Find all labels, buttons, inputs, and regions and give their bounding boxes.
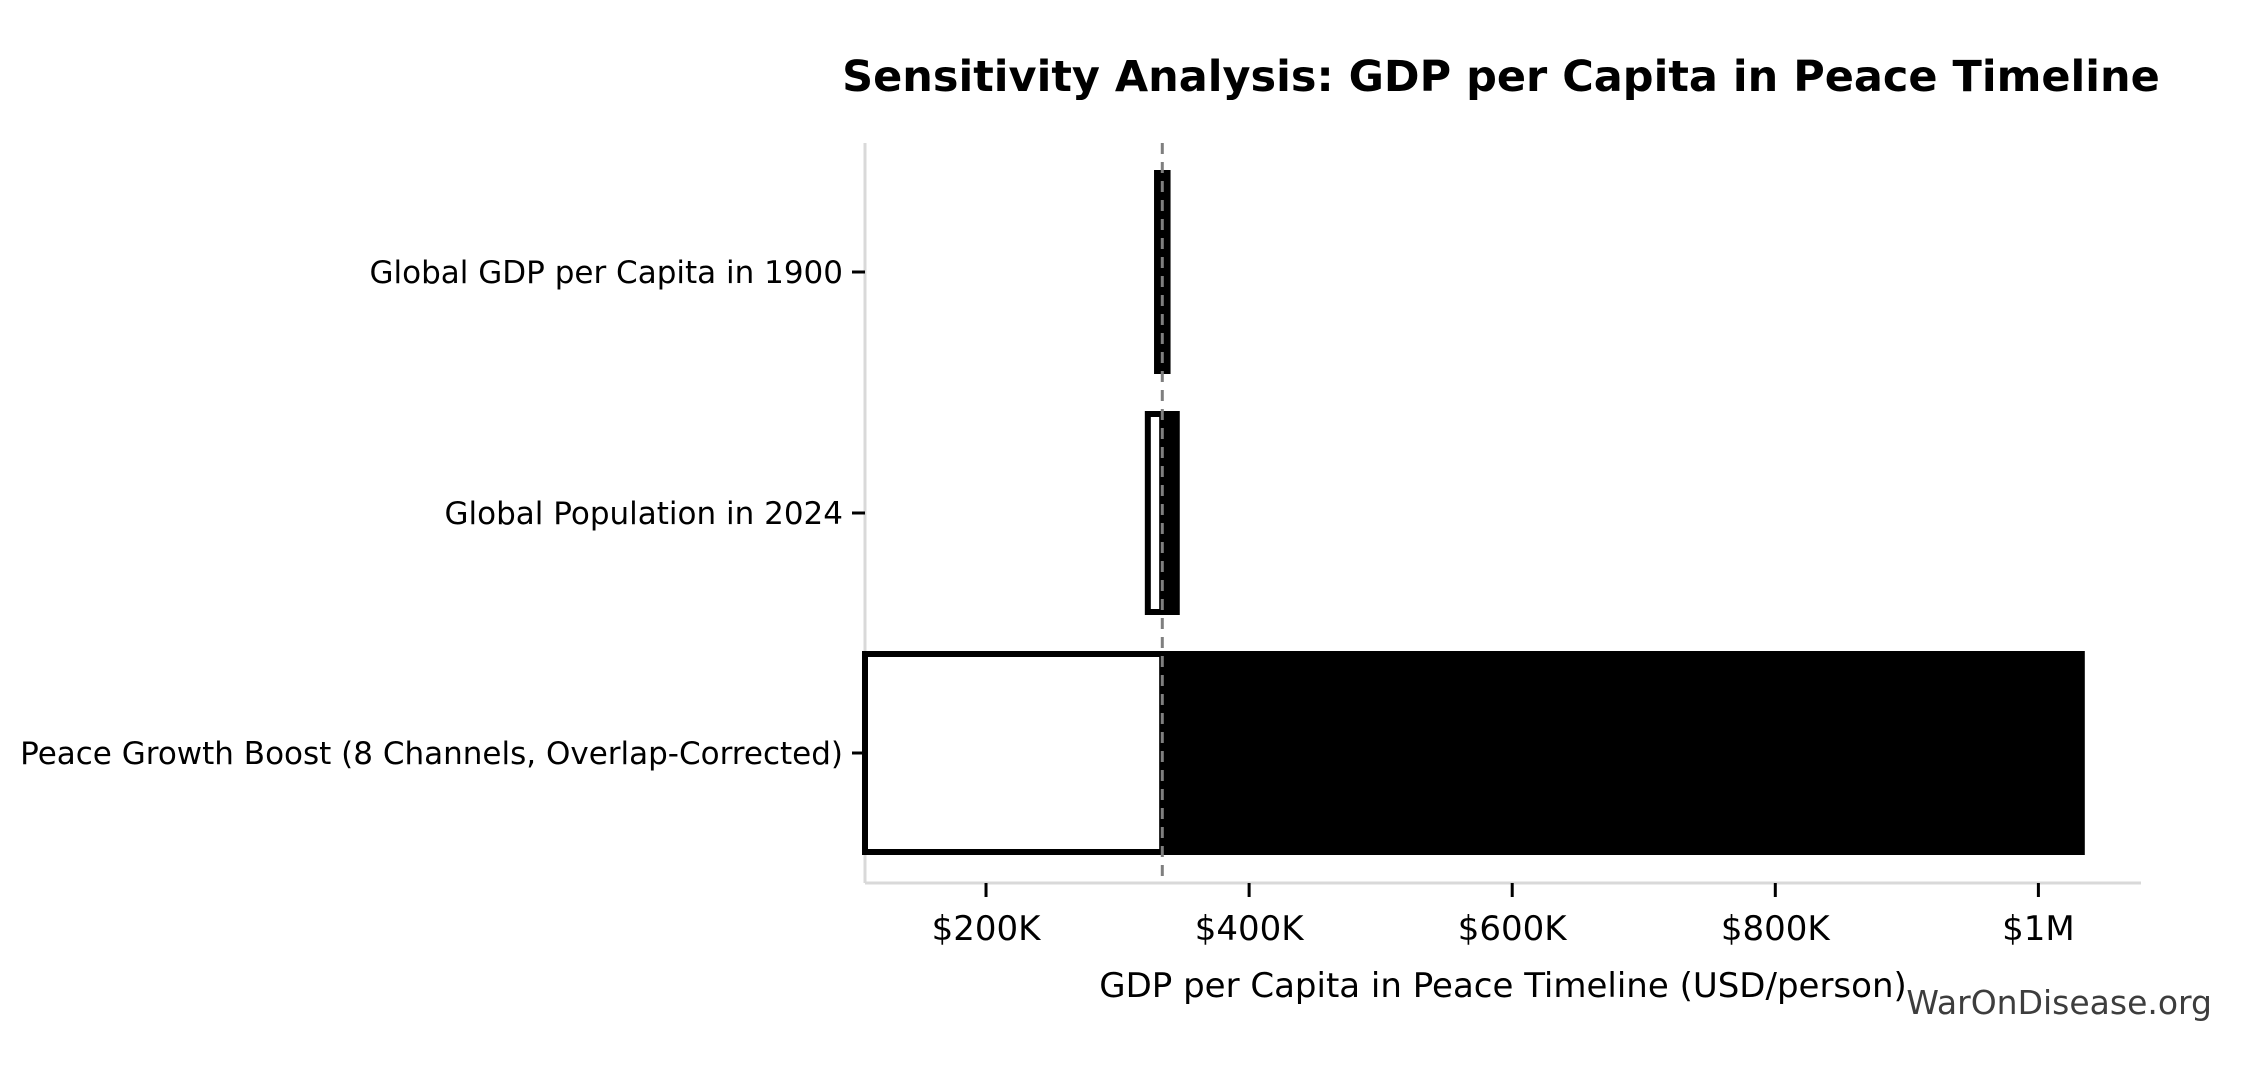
bar-high-side-0 <box>1159 170 1171 374</box>
y-category-label-2: Peace Growth Boost (8 Channels, Overlap-… <box>20 736 843 772</box>
bar-low-side-2 <box>862 651 1166 855</box>
x-tick-label-3: $800K <box>1721 909 1832 949</box>
x-tick-label-2: $600K <box>1458 909 1569 949</box>
x-axis-ticks-group: $200K $400K $600K $800K $1M <box>932 883 2075 949</box>
bar-high-side-2 <box>1159 651 2085 855</box>
chart-title: Sensitivity Analysis: GDP per Capita in … <box>842 52 2160 102</box>
bars-group <box>862 170 2085 855</box>
watermark-text: WarOnDisease.org <box>1906 983 2212 1022</box>
x-tick-label-1: $400K <box>1195 909 1306 949</box>
bar-high-side-1 <box>1159 411 1180 615</box>
x-tick-label-4: $1M <box>2002 909 2075 949</box>
x-axis-title: GDP per Capita in Peace Timeline (USD/pe… <box>1099 966 1907 1006</box>
x-tick-label-0: $200K <box>932 909 1043 949</box>
y-axis-ticks-group: Global GDP per Capita in 1900 Global Popu… <box>20 255 865 772</box>
y-category-label-1: Global Population in 2024 <box>445 496 843 532</box>
y-category-label-0: Global GDP per Capita in 1900 <box>370 255 843 291</box>
